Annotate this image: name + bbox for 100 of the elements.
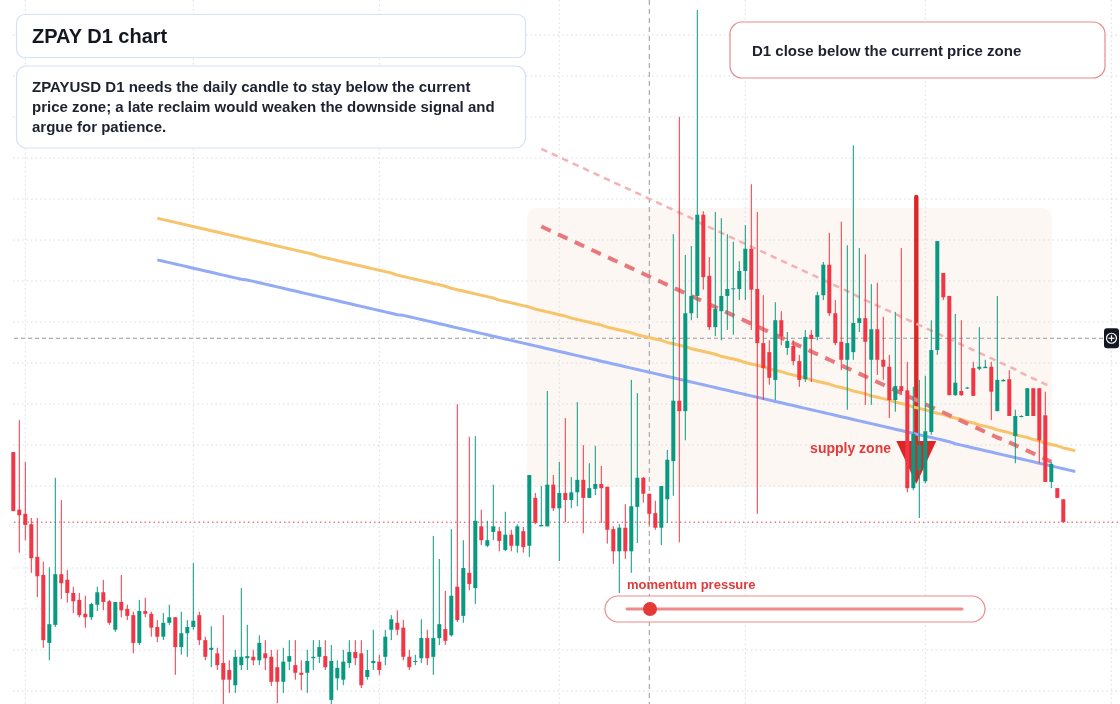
candlestick — [647, 493, 652, 526]
candlestick — [155, 619, 160, 643]
candlestick — [809, 329, 814, 383]
candlestick — [167, 604, 172, 626]
candlestick — [839, 221, 844, 371]
candlestick — [95, 586, 100, 612]
candlestick — [119, 574, 124, 618]
candlestick — [317, 639, 322, 664]
candlestick — [977, 326, 982, 371]
candlestick — [281, 647, 286, 694]
candlestick — [485, 520, 490, 548]
candlestick — [899, 247, 904, 396]
candlestick — [77, 592, 82, 618]
candlestick — [743, 224, 748, 301]
candlestick — [713, 211, 718, 337]
candlestick — [845, 244, 850, 411]
candlestick — [227, 659, 232, 694]
candlestick — [719, 217, 724, 341]
candlestick — [953, 313, 958, 397]
candlestick — [791, 339, 796, 366]
candlestick — [737, 260, 742, 301]
candlestick — [443, 590, 448, 646]
candlestick — [377, 654, 382, 676]
candlestick — [383, 629, 388, 666]
candlestick — [143, 597, 148, 618]
candlestick — [413, 654, 418, 666]
annotation: ZPAYUSD D1 needs the daily candle to stay below the current price zone; a late reclaim would weaken the downside signal and argue for patience. — [32, 78, 495, 135]
candlestick — [161, 612, 166, 641]
candlestick — [107, 599, 112, 626]
candlestick — [575, 401, 580, 507]
candlestick — [395, 609, 400, 636]
candlestick — [293, 639, 298, 681]
candlestick — [569, 476, 574, 509]
candlestick — [353, 639, 358, 666]
candlestick — [503, 511, 508, 552]
candlestick — [437, 558, 442, 646]
candlestick — [725, 233, 730, 331]
candlestick — [641, 476, 646, 504]
candlestick — [299, 659, 304, 691]
candlestick — [431, 535, 436, 676]
candlestick — [863, 253, 868, 406]
candlestick — [263, 639, 268, 671]
candlestick — [551, 474, 556, 512]
candlestick — [239, 587, 244, 671]
candlestick — [611, 525, 616, 565]
candlestick — [419, 618, 424, 664]
candlestick — [881, 316, 886, 381]
candlestick — [323, 639, 328, 671]
candlestick — [563, 417, 568, 523]
candlestick — [797, 354, 802, 388]
annotation: momentum pressure — [627, 577, 756, 592]
candlestick — [245, 624, 250, 671]
candlestick — [515, 523, 520, 554]
candlestick — [389, 614, 394, 641]
candlestick — [35, 517, 40, 598]
candlestick — [521, 526, 526, 554]
candlestick — [893, 311, 898, 413]
candlestick — [491, 484, 496, 541]
candlestick — [731, 241, 736, 336]
candlestick — [335, 659, 340, 691]
candlestick — [17, 419, 22, 554]
candlestick — [215, 647, 220, 671]
candlestick — [365, 649, 370, 681]
candlestick — [71, 586, 76, 614]
candlestick — [509, 529, 514, 552]
candlestick — [593, 445, 598, 496]
candlestick — [959, 319, 964, 397]
candlestick — [689, 245, 694, 321]
candlestick — [557, 461, 562, 562]
candlestick — [191, 562, 196, 631]
candlestick — [467, 436, 472, 591]
annotation: D1 close below the current price zone — [752, 42, 1022, 59]
candlestick — [65, 569, 70, 604]
candlestick — [617, 523, 622, 594]
candlestick — [101, 579, 106, 611]
candlestick — [209, 625, 214, 668]
candlestick — [371, 629, 376, 671]
candlestick — [149, 611, 154, 638]
candlestick — [347, 639, 352, 669]
candlestick — [221, 614, 226, 704]
candlestick — [275, 649, 280, 704]
candlestick — [47, 566, 52, 661]
candlestick — [341, 649, 346, 686]
candlestick — [407, 649, 412, 671]
candlestick — [185, 619, 190, 658]
candlestick — [587, 462, 592, 499]
candlestick — [179, 611, 184, 656]
candlestick — [857, 247, 862, 333]
candlestick — [305, 649, 310, 694]
candlestick — [785, 331, 790, 356]
annotation: supply zone — [810, 440, 892, 456]
candlestick — [203, 636, 208, 661]
candlestick — [497, 526, 502, 552]
text: ZPAY D1 chart — [32, 25, 168, 47]
candlestick — [1013, 409, 1018, 464]
candlestick — [1049, 461, 1054, 489]
candlestick — [287, 639, 292, 671]
candlestick — [425, 629, 430, 666]
candlestick — [257, 634, 262, 666]
candlestick — [779, 310, 784, 346]
